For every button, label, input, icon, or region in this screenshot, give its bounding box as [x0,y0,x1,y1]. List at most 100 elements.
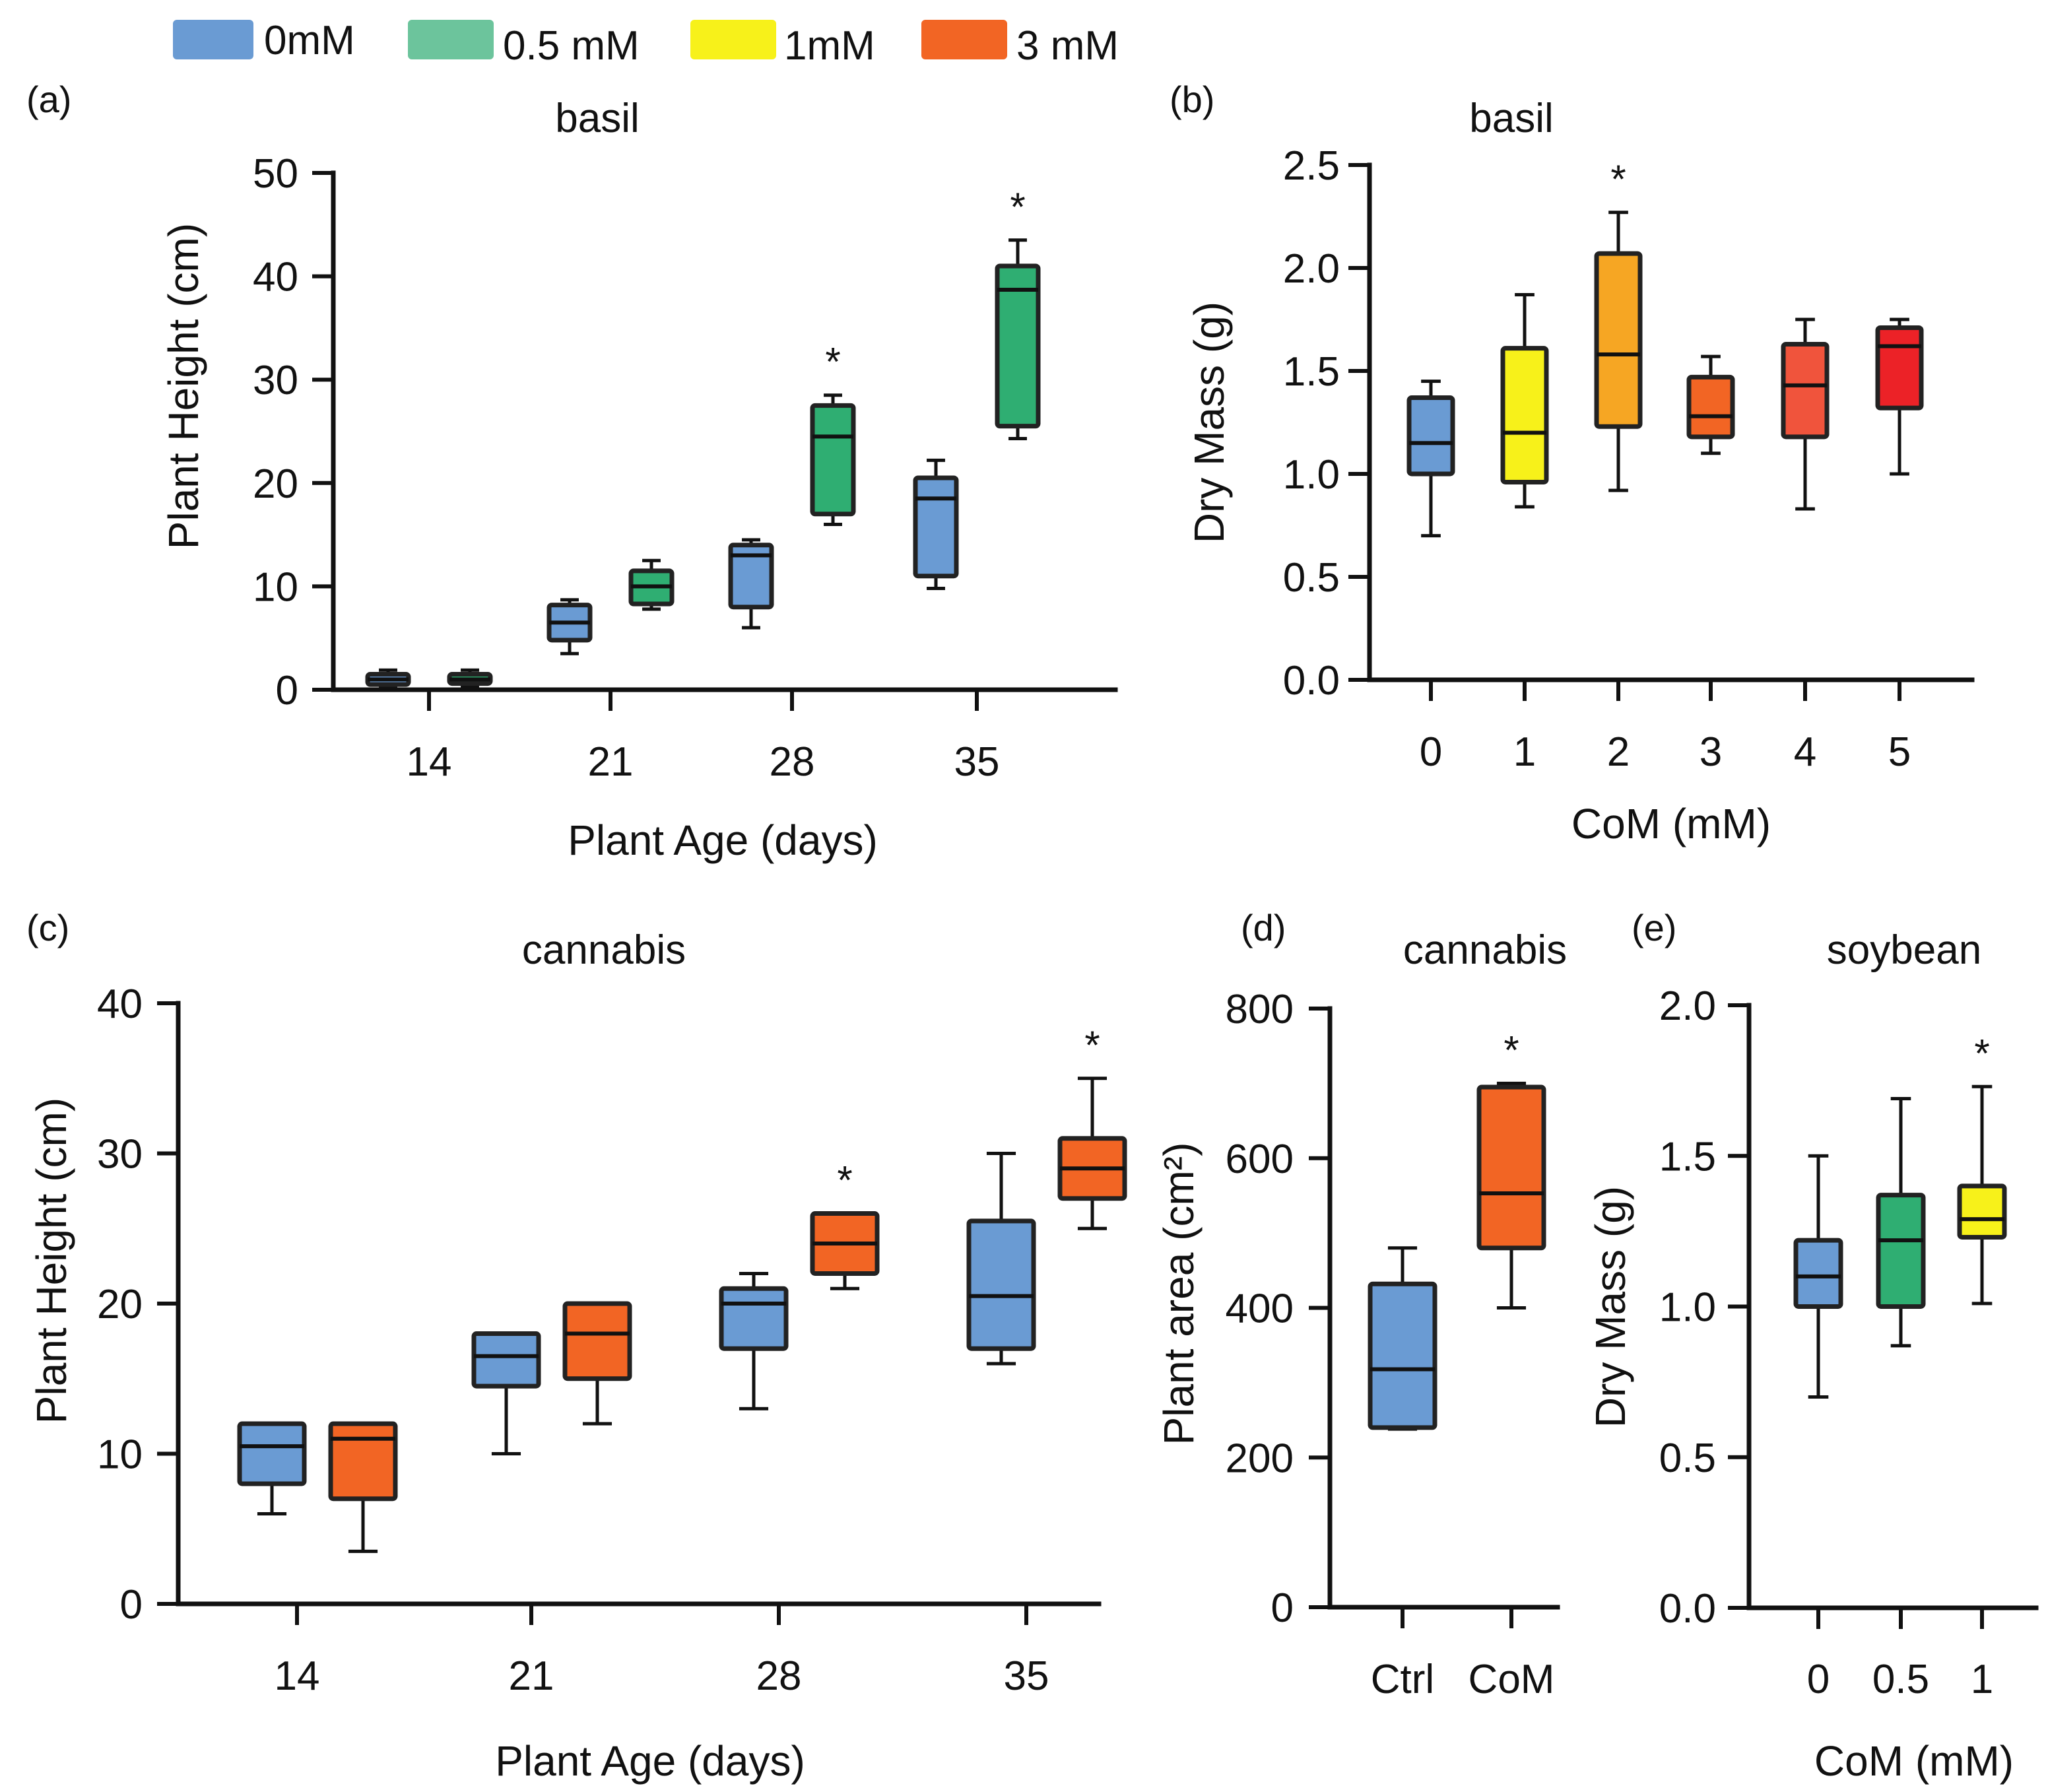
x-tick-label: 21 [588,739,634,785]
chart-e-plot: 0.0 0.5 1.0 1.5 2.0 0 0.5 1 * [1659,983,2039,1702]
x-tick-label: Ctrl [1371,1657,1434,1702]
y-tick-label: 800 [1226,987,1294,1032]
box-iqr [1594,251,1643,429]
box-iqr [328,1421,398,1502]
box-iqr [1957,1183,2007,1240]
chart-d-plot: 0 200 400 600 800 Ctrl CoM * [1226,987,1560,1702]
y-tick-label: 30 [97,1132,143,1178]
y-tick-label: 20 [253,461,298,507]
panel-label-c: (c) [26,907,69,948]
chart-title-d: cannabis [1403,927,1567,973]
x-axis-title-e: CoM (mM) [1814,1737,2014,1785]
box-iqr [471,1331,541,1389]
x-tick-label: 1 [1971,1657,1993,1702]
y-axis-title-e: Dry Mass (g) [1587,1186,1634,1428]
box-iqr [913,475,959,579]
box-plot: * [1594,157,1643,492]
legend-swatch-3mm [921,20,1007,59]
legend-swatch-0mm [173,20,253,59]
box-iqr [966,1218,1036,1351]
y-axis-title-d: Plant area (cm²) [1155,1143,1203,1445]
x-tick-label: 5 [1888,729,1911,775]
box-plot [719,1272,789,1410]
box-iqr [237,1421,307,1486]
box-iqr [1781,341,1830,440]
box-plot [628,558,675,611]
panel-e: (e) soybean 0.0 0.5 1.0 1.5 2.0 0 0.5 1 * CoM (m… [1587,907,2039,1785]
y-tick-label: 0.0 [1283,658,1340,704]
y-axis-title-a: Plant Height (cm) [160,223,207,549]
box-plot: * [810,1158,880,1290]
box-iqr [728,543,774,610]
x-tick-label: 35 [1004,1653,1049,1699]
box-plot [237,1421,307,1515]
y-tick-label: 2.0 [1659,983,1716,1029]
box-plot [1500,293,1549,509]
panel-a: (a) basil 0 10 20 30 40 50 14 21 28 35 * * Plant Ag… [26,79,1118,864]
significance-star: * [1010,185,1025,229]
x-tick-label: 1 [1513,729,1536,775]
x-tick-label: 0.5 [1872,1657,1929,1702]
box-plot: * [810,340,856,526]
box-iqr [1368,1281,1437,1430]
box-iqr [1406,395,1455,477]
y-tick-label: 0 [1271,1585,1294,1631]
y-tick-label: 600 [1226,1137,1294,1182]
chart-title-c: cannabis [522,927,686,973]
box-plot [966,1152,1036,1366]
y-axis-title-b: Dry Mass (g) [1185,302,1233,543]
y-tick-label: 0 [120,1582,143,1628]
y-tick-label: 1.5 [1659,1134,1716,1179]
y-tick-label: 400 [1226,1286,1294,1332]
box-iqr [810,403,856,517]
legend-swatch-1mm [690,20,776,59]
y-tick-label: 2.0 [1283,246,1340,292]
legend: 0mM 0.5 mM 1mM 3 mM [173,18,1119,69]
box-plot: * [995,185,1041,440]
box-plot: * [1957,1031,2007,1306]
chart-a-plot: 0 10 20 30 40 50 14 21 28 35 * * [253,151,1118,785]
panel-label-b: (b) [1170,79,1214,120]
chart-b-plot: 0.0 0.5 1.0 1.5 2.0 2.5 0 1 2 3 4 5 * [1283,143,1975,775]
legend-label-0mm: 0mM [264,18,355,63]
y-tick-label: 10 [97,1432,143,1478]
y-tick-label: 10 [253,564,298,610]
y-tick-label: 2.5 [1283,143,1340,189]
significance-star: * [825,340,840,384]
box-plot [1368,1246,1437,1431]
legend-swatch-0-5mm [408,20,494,59]
chart-c-plot: 0 10 20 30 40 14 21 28 35 * * [97,981,1127,1699]
box-plot [1781,317,1830,511]
box-plot: * [1057,1023,1127,1230]
x-axis-title-a: Plant Age (days) [568,816,878,864]
box-iqr [1793,1238,1843,1309]
x-tick-label: 35 [954,739,1000,785]
box-plot [1793,1154,1843,1399]
box-iqr [1476,1084,1546,1251]
x-tick-label: 28 [770,739,815,785]
x-tick-label: 14 [275,1653,320,1699]
panel-label-a: (a) [26,79,71,120]
panel-label-d: (d) [1241,907,1286,948]
y-tick-label: 1.5 [1283,349,1340,395]
box-iqr [719,1286,789,1351]
box-iqr [1876,1193,1926,1309]
x-tick-label: CoM [1469,1657,1555,1702]
y-tick-label: 0.5 [1659,1436,1716,1481]
panel-label-e: (e) [1632,907,1676,948]
significance-star: * [837,1158,852,1203]
panel-b: (b) basil 0.0 0.5 1.0 1.5 2.0 2.5 0 1 2 3 4 5 * CoM … [1170,79,1975,847]
y-tick-label: 40 [253,255,298,300]
y-axis-title-c: Plant Height (cm) [28,1098,75,1424]
x-tick-label: 3 [1700,729,1722,775]
box-plot [728,538,774,630]
significance-star: * [1974,1031,1989,1075]
y-tick-label: 40 [97,981,143,1027]
panel-c: (c) cannabis 0 10 20 30 40 14 21 28 35 * * Plant A… [26,907,1127,1785]
box-iqr [1686,374,1735,440]
y-tick-label: 50 [253,151,298,197]
legend-label-1mm: 1mM [784,23,875,69]
box-iqr [1500,346,1549,484]
x-tick-label: 4 [1794,729,1816,775]
